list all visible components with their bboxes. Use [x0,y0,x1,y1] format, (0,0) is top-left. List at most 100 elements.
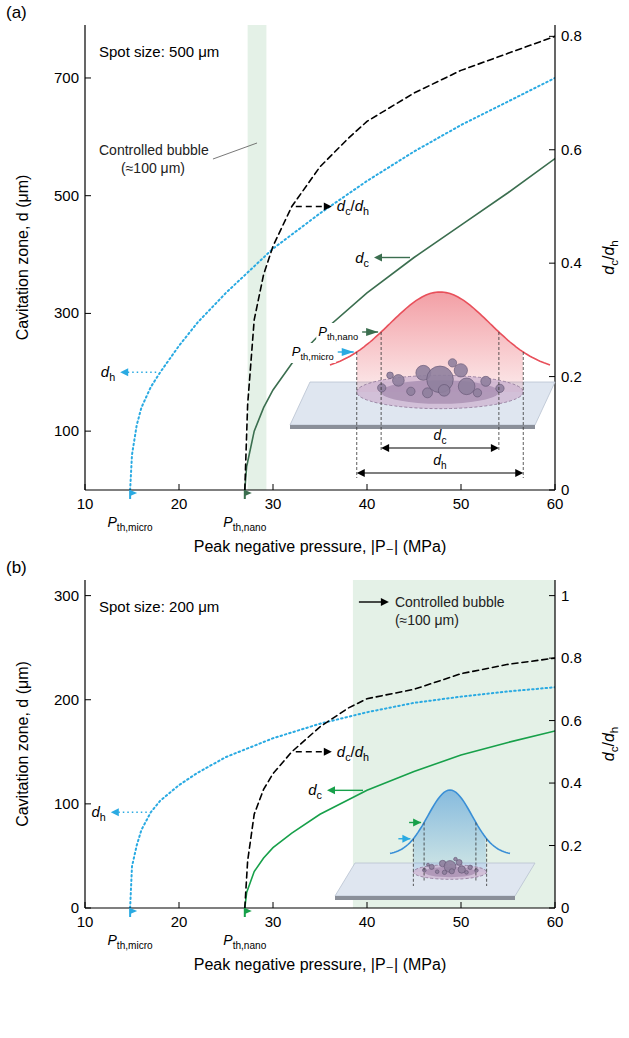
inset-flag [342,348,354,356]
series-line [245,731,555,908]
inset-bubble [454,857,458,861]
x-tick [85,484,86,490]
x-tick-label: 10 [77,495,94,512]
y-tick [85,313,91,314]
x-tick [461,484,462,490]
inset-bubble [407,387,415,395]
series-line [245,658,555,908]
inset-flag [402,835,410,843]
inset-label: dc [434,427,447,446]
y2-axis-title: dc/dh [600,727,620,761]
series-line [130,78,555,490]
y2-tick-label: 0.2 [561,368,582,385]
annotation: Controlled bubble(≈100 μm) [395,594,505,628]
y-tick-label: 300 [54,587,79,604]
x-tick-label: 30 [265,495,282,512]
annotation-arrow-head [381,598,389,606]
x-axis-title: Peak negative pressure, |P₋| (MPa) [194,956,446,973]
y-tick-label: 0 [71,899,79,916]
inset-plate-side [290,425,535,429]
annotation-line: (≈100 μm) [121,160,185,176]
inset-gaussian [390,790,510,853]
x-axis-line [85,489,555,490]
y-tick-label: 100 [54,795,79,812]
inset-flag [413,819,421,827]
inset-label: dh [433,452,446,471]
series-line [130,687,555,908]
inset-dim-head [491,444,499,452]
series-label: dc/dh [337,743,369,763]
y2-tick-label: 0 [561,481,569,498]
series-label-arrow [380,257,410,258]
inset-cone [357,292,524,392]
plot-area [130,25,555,490]
threshold-flag [245,908,252,914]
y2-axis-title: dc/dh [600,240,620,274]
subtitle: Spot size: 500 μm [99,43,219,60]
inset-bubble [454,364,467,377]
inset-guide [413,839,414,886]
inset-bubble [458,866,465,873]
inset-dim-head [357,469,365,477]
threshold-label: Pth,micro [108,514,154,533]
series-label: dc/dh [337,197,369,217]
series-label: dh [101,363,115,383]
y2-tick-label: 0.8 [561,27,582,44]
series-line [245,36,555,490]
threshold-flag [130,908,137,914]
inset [335,790,535,900]
inset-guide [356,352,357,478]
y-tick [85,195,91,196]
y2-tick-label: 0.6 [561,712,582,729]
inset-guide [486,839,487,886]
inset-bubble [448,359,456,367]
annotation-leader [213,143,257,159]
y-tick [85,77,91,78]
x-tick-label: 30 [265,913,282,930]
series-label-arrow-head [374,254,382,262]
y-tick-label: 200 [54,691,79,708]
panel-label: (b) [6,558,27,577]
y-tick [85,803,91,804]
y-tick [85,595,91,596]
inset-bubble [465,871,469,875]
series-label-arrow-head [120,368,128,376]
y-tick-label: 500 [54,187,79,204]
y2-axis-line [554,580,555,908]
y-tick-label: 300 [54,304,79,321]
inset-plate-side [335,896,515,900]
inset: Pth,nanoPth,microdcdh [290,292,555,478]
y-axis-title: Cavitation zone, d (μm) [14,661,31,827]
inset-dim [387,447,493,448]
inset-bubble [458,378,475,395]
y2-axis-line [554,25,555,490]
y2-tick-label: 0.2 [561,837,582,854]
series-label: dh [91,803,105,823]
annotation-line: Controlled bubble [395,594,505,610]
y2-tick [549,490,555,491]
y2-tick-label: 0.4 [561,774,582,791]
inset-bubble [429,864,434,869]
y2-tick-label: 0.8 [561,649,582,666]
threshold-label: Pth,nano [223,932,266,951]
inset-bubble [393,375,405,387]
inset-bubble [468,865,472,869]
inset-bubble [496,384,504,392]
threshold-label: Pth,nano [223,514,266,533]
y2-tick [549,845,555,846]
annotation: Controlled bubble(≈100 μm) [99,142,209,176]
inset-guide [498,332,499,451]
inset-bubble [442,870,446,874]
y2-tick-label: 0.4 [561,254,582,271]
controlled-bubble-band [353,580,555,908]
inset-bubble [378,384,386,392]
threshold-flag [130,490,137,496]
x-tick [367,902,368,908]
threshold-flag [245,490,252,496]
y2-tick-label: 0 [561,899,569,916]
series-label-arrow-head [111,808,119,816]
threshold-label: Pth,micro [108,932,154,951]
figure: 10203040506010030050070000.20.40.60.8Pea… [0,0,629,1038]
series-label: dc [355,249,369,269]
inset-label: Pth,micro [292,344,334,362]
